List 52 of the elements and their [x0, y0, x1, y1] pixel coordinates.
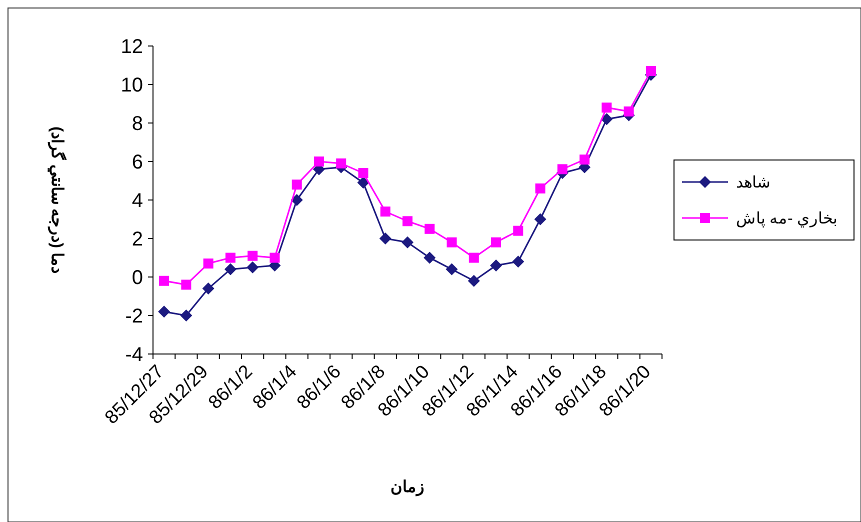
point	[600, 113, 613, 126]
y-tick-label: 12	[120, 36, 143, 58]
point	[580, 154, 590, 165]
point	[202, 282, 214, 295]
point	[468, 274, 480, 287]
point	[534, 213, 546, 226]
y-axis-title: دما (درجه سانتي گراد)	[47, 126, 67, 274]
point	[491, 237, 502, 248]
point	[512, 256, 524, 268]
point	[290, 194, 303, 206]
point	[468, 252, 479, 263]
point	[490, 259, 502, 272]
point	[557, 164, 568, 174]
point	[203, 258, 214, 269]
point	[270, 252, 280, 263]
point	[358, 168, 368, 178]
point	[402, 216, 412, 226]
point	[379, 232, 392, 244]
point	[424, 224, 435, 234]
point	[513, 226, 524, 236]
y-tick-label: 8	[132, 113, 143, 135]
y-tick-label: 0	[132, 267, 143, 289]
point	[314, 156, 324, 166]
point	[380, 206, 390, 217]
y-tick-label: 2	[132, 228, 143, 250]
point	[292, 180, 302, 190]
x-axis-title: زمان	[390, 479, 424, 497]
point	[357, 176, 370, 189]
point	[246, 261, 259, 274]
y-tick-label: 6	[132, 152, 143, 174]
y-tick-label: -4	[125, 344, 143, 366]
point	[181, 280, 192, 290]
point	[646, 66, 656, 76]
point	[225, 252, 236, 263]
point	[446, 263, 458, 276]
y-tick-label: 10	[120, 74, 143, 96]
y-tick-label: 4	[132, 190, 143, 212]
point	[602, 102, 612, 113]
point	[535, 183, 546, 194]
point	[248, 250, 258, 261]
point	[180, 310, 192, 322]
point	[424, 252, 436, 264]
y-tick-label: -2	[125, 306, 143, 328]
point	[158, 306, 170, 318]
point	[624, 106, 634, 116]
legend-label: شاهد	[736, 174, 770, 192]
point	[336, 158, 346, 168]
point	[402, 236, 414, 248]
point	[224, 263, 236, 276]
legend-label: بخاري -مه پاش	[736, 210, 838, 228]
point	[446, 237, 457, 248]
point	[159, 276, 170, 286]
